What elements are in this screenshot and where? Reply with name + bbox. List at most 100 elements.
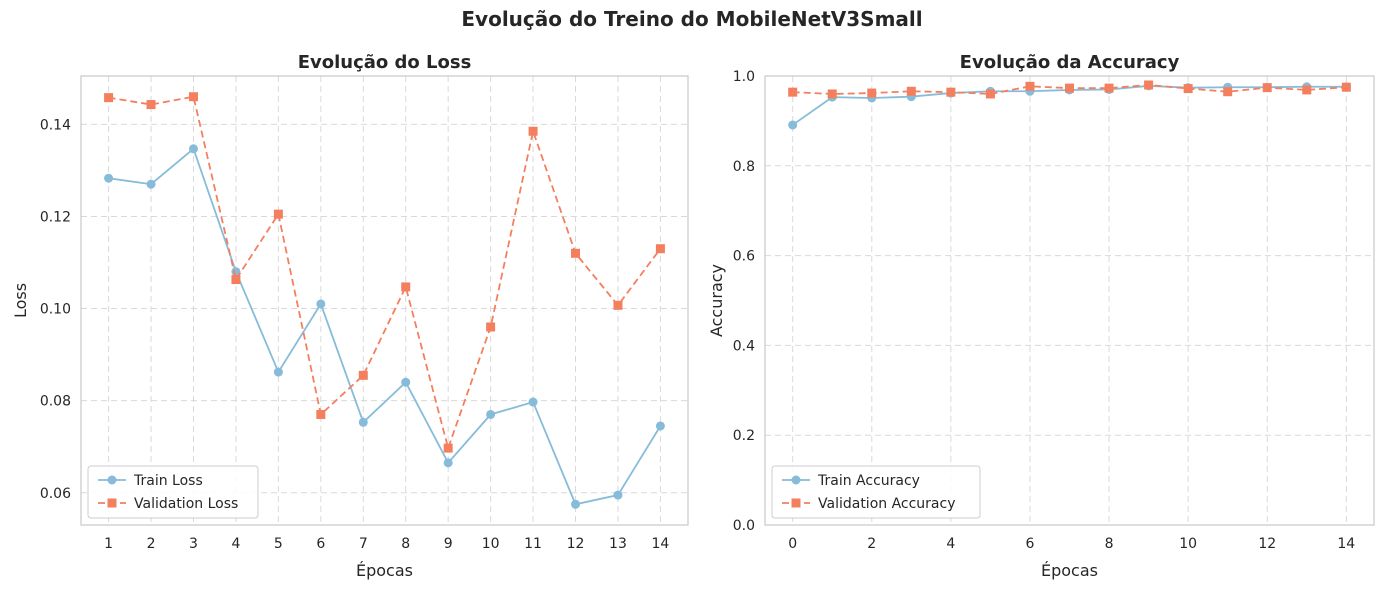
validation-loss-point [188, 92, 198, 102]
validation-accuracy-point [1223, 87, 1233, 97]
train-loss-point [401, 377, 411, 387]
train-loss-point [571, 499, 581, 509]
loss-legend-box [87, 465, 259, 519]
train-loss-point [443, 458, 453, 468]
validation-accuracy-legend-marker [791, 498, 801, 508]
loss-x-tick-label: 7 [359, 536, 368, 552]
validation-loss-point [146, 100, 156, 110]
accuracy-y-tick-label: 0.8 [733, 159, 755, 175]
validation-loss-point [231, 275, 241, 285]
validation-accuracy-point [1302, 85, 1312, 95]
accuracy-y-tick-label: 0.4 [733, 338, 755, 354]
accuracy-legend: Train Accuracy Validation Accuracy [771, 465, 981, 519]
loss-x-tick-label: 13 [609, 536, 627, 552]
validation-loss-point [443, 443, 453, 453]
accuracy-x-tick-label: 8 [1105, 536, 1114, 552]
accuracy-y-axis-label: Accuracy [707, 264, 726, 337]
validation-loss-point [316, 409, 326, 419]
loss-x-tick-label: 1 [104, 536, 113, 552]
train-loss-point [613, 490, 623, 500]
loss-x-tick-label: 4 [231, 536, 240, 552]
validation-loss-point [486, 322, 496, 332]
validation-accuracy-point [946, 87, 956, 97]
train-loss-point [316, 299, 326, 309]
figure-suptitle: Evolução do Treino do MobileNetV3Small [461, 7, 922, 31]
loss-x-tick-label: 8 [401, 536, 410, 552]
validation-loss-point [273, 209, 283, 219]
loss-chart-title: Evolução do Loss [298, 52, 472, 73]
accuracy-x-tick-label: 2 [867, 536, 876, 552]
validation-loss-point [401, 282, 411, 292]
train-loss-legend-label: Train Loss [133, 473, 203, 489]
validation-accuracy-point [1183, 84, 1193, 94]
validation-accuracy-point [1341, 82, 1351, 92]
validation-loss-point [528, 126, 538, 136]
loss-x-tick-label: 12 [567, 536, 585, 552]
validation-accuracy-point [867, 88, 877, 98]
validation-loss-line [108, 95, 662, 452]
loss-x-tick-label: 10 [482, 536, 500, 552]
loss-x-tick-label: 2 [147, 536, 156, 552]
train-loss-point [188, 144, 198, 154]
loss-x-axis-label: Épocas [356, 561, 413, 580]
loss-chart-panel: 1 2 3 4 5 6 7 8 9 10 11 12 13 140.060.080.100.120.14E… [11, 52, 689, 580]
loss-plot-frame [80, 75, 689, 526]
train-loss-point [358, 417, 368, 427]
train-loss-point [104, 173, 114, 183]
accuracy-y-tick-label: 0.6 [733, 249, 755, 265]
loss-x-tick-label: 3 [189, 536, 198, 552]
loss-x-tick-label: 11 [524, 536, 542, 552]
train-accuracy-legend-label: Train Accuracy [817, 473, 920, 489]
validation-loss-point [655, 244, 665, 254]
validation-loss-legend-marker [107, 498, 117, 508]
train-loss-point [528, 397, 538, 407]
train-loss-point [231, 267, 241, 277]
accuracy-x-tick-label: 6 [1025, 536, 1034, 552]
validation-loss-point [104, 93, 114, 103]
train-loss-legend-marker [107, 475, 117, 485]
validation-accuracy-point [1025, 81, 1035, 91]
validation-accuracy-point [1104, 83, 1114, 93]
train-loss-point [273, 367, 283, 377]
validation-accuracy-point [1065, 83, 1074, 93]
validation-accuracy-point [1144, 80, 1154, 90]
train-loss-line [108, 147, 662, 506]
accuracy-y-tick-label: 0.0 [733, 518, 755, 534]
validation-accuracy-point [788, 87, 798, 97]
validation-accuracy-point [827, 89, 837, 99]
train-accuracy-legend-marker [791, 475, 801, 485]
validation-accuracy-point [985, 89, 995, 99]
loss-x-tick-label: 9 [444, 536, 453, 552]
loss-x-tick-label: 5 [274, 536, 283, 552]
accuracy-x-tick-label: 0 [788, 536, 797, 552]
accuracy-x-tick-label: 12 [1258, 536, 1276, 552]
validation-accuracy-legend-label: Validation Accuracy [818, 496, 956, 512]
validation-loss-point [613, 300, 623, 310]
accuracy-legend-box [771, 465, 981, 519]
train-loss-point [146, 179, 156, 189]
validation-accuracy-point [1262, 83, 1272, 93]
accuracy-chart-panel: 0 2 4 6 8 10 12 14 0.0 0.2 0.4 0.6 0.8 1.0 Evolução da… [707, 52, 1375, 580]
loss-x-tick-label: 14 [651, 536, 669, 552]
validation-loss-legend-label: Validation Loss [134, 496, 238, 512]
loss-y-tick-label: 0.10 [40, 302, 71, 318]
train-loss-point [486, 409, 496, 419]
loss-y-tick-label: 0.06 [40, 486, 71, 502]
loss-y-tick-label: 0.08 [40, 394, 71, 410]
train-accuracy-point [788, 120, 798, 130]
loss-y-tick-label: 0.12 [40, 209, 71, 225]
validation-loss-point [571, 248, 581, 258]
loss-y-axis-label: Loss [11, 283, 30, 318]
accuracy-x-tick-label: 4 [946, 536, 955, 552]
accuracy-plot-frame [764, 75, 1375, 526]
accuracy-y-tick-label: 1.0 [733, 69, 755, 85]
validation-loss-point [358, 370, 368, 380]
accuracy-y-tick-label: 0.2 [733, 428, 755, 444]
train-loss-point [655, 421, 665, 431]
loss-x-tick-label: 6 [316, 536, 325, 552]
validation-accuracy-point [906, 86, 916, 96]
accuracy-chart-title: Evolução da Accuracy [960, 52, 1180, 73]
accuracy-x-tick-label: 10 [1179, 536, 1197, 552]
loss-legend: Train Loss Validation Loss [87, 465, 259, 519]
